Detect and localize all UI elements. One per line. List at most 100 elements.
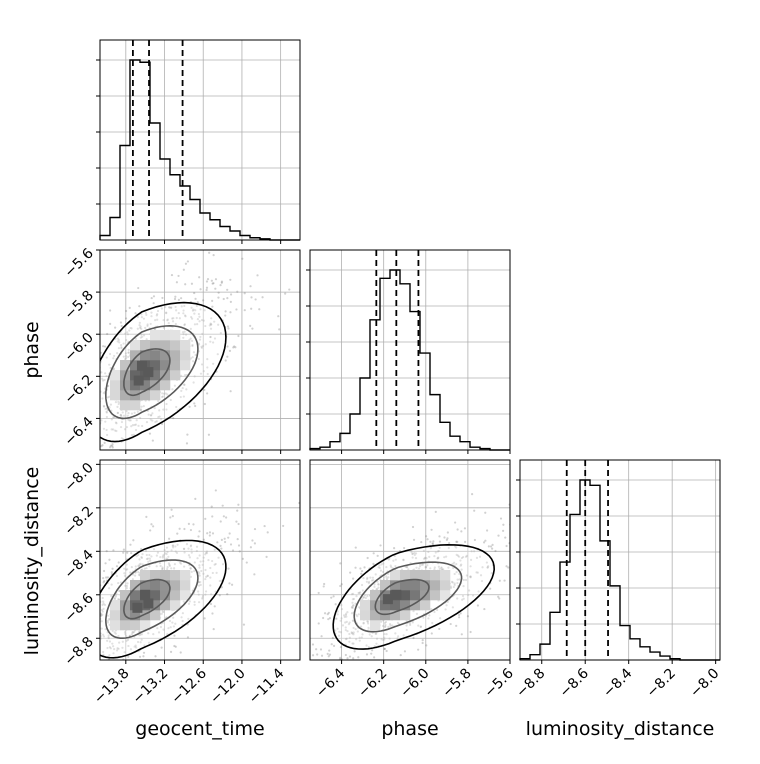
sample-point [323, 612, 327, 615]
sample-point [129, 648, 133, 651]
sample-point [131, 578, 134, 581]
sample-point [350, 606, 354, 609]
sample-point [498, 597, 501, 600]
x-tick-label: −5.8 [439, 666, 474, 701]
sample-point [150, 555, 153, 558]
sample-point [367, 669, 369, 671]
sample-point [60, 652, 62, 654]
sample-point [79, 634, 81, 636]
sample-point [66, 640, 68, 642]
sample-point [469, 576, 472, 579]
sample-point [201, 597, 204, 600]
density-peak-cell [140, 589, 151, 600]
sample-point [436, 550, 439, 553]
sample-point [138, 558, 141, 561]
sample-point [366, 620, 369, 623]
sample-point [83, 357, 85, 359]
sample-point [193, 323, 197, 326]
sample-point [172, 625, 175, 628]
density-peak-cell [391, 589, 402, 600]
sample-point [161, 395, 165, 398]
sample-point [414, 557, 418, 560]
sample-point [193, 375, 196, 378]
sample-point [536, 531, 538, 533]
sample-point [211, 571, 214, 575]
sample-point [422, 557, 426, 560]
sample-point [161, 567, 164, 570]
sample-point [124, 584, 127, 587]
sample-point [113, 597, 116, 600]
sample-point [145, 557, 148, 561]
sample-point [100, 637, 103, 640]
sample-point [95, 404, 97, 406]
sample-point [141, 464, 143, 466]
sample-point [243, 292, 246, 295]
sample-point [143, 567, 146, 570]
density-cell [420, 580, 431, 591]
sample-point [129, 419, 132, 422]
sample-point [249, 546, 253, 549]
sample-point [237, 544, 241, 547]
sample-point [162, 553, 165, 556]
sample-point [162, 610, 165, 614]
contour-line [123, 348, 171, 397]
sample-point [205, 552, 209, 555]
density-cell [110, 610, 121, 621]
sample-point [191, 344, 194, 348]
sample-point [108, 640, 112, 643]
sample-point [340, 617, 343, 620]
sample-point [181, 612, 184, 615]
sample-point [467, 593, 470, 597]
sample-point [130, 412, 134, 415]
sample-point [224, 359, 227, 362]
sample-point [170, 273, 174, 277]
sample-point [191, 356, 194, 359]
sample-point [161, 296, 164, 300]
sample-point [205, 280, 209, 283]
sample-point [438, 567, 441, 570]
sample-point [455, 571, 458, 574]
sample-point [226, 355, 229, 358]
sample-point [124, 317, 128, 320]
sample-point [117, 338, 120, 342]
sample-point [358, 606, 361, 609]
x-tick-label: −12.6 [168, 665, 210, 707]
density-cell [150, 610, 161, 621]
sample-point [204, 593, 207, 596]
density-cell [170, 370, 181, 381]
sample-point [123, 428, 127, 431]
sample-point [126, 414, 129, 417]
sample-point [106, 396, 109, 399]
sample-point [451, 606, 454, 609]
sample-point [360, 569, 364, 573]
sample-point [188, 556, 191, 559]
sample-point [175, 316, 178, 320]
sample-point [100, 614, 103, 617]
sample-point [106, 621, 110, 624]
sample-point [223, 540, 227, 544]
sample-point [117, 634, 120, 638]
density-cell [150, 350, 161, 361]
sample-point [370, 635, 373, 638]
sample-point [149, 414, 153, 417]
sample-point [342, 614, 346, 617]
sample-point [185, 542, 189, 546]
sample-point [174, 545, 177, 548]
sample-point [360, 583, 364, 587]
sample-point [417, 648, 420, 651]
sample-point [116, 411, 119, 414]
sample-point [117, 581, 120, 585]
sample-point [560, 500, 562, 502]
sample-point [189, 567, 192, 570]
joint-panel-geocent_time-phase [83, 249, 301, 466]
sample-point [352, 642, 355, 645]
sample-point [101, 444, 104, 447]
sample-point [405, 624, 408, 627]
sample-point [130, 433, 134, 437]
sample-point [209, 322, 212, 325]
sample-point [169, 516, 172, 519]
sample-point [152, 525, 155, 528]
sample-point [465, 574, 468, 577]
sample-point [517, 546, 519, 548]
sample-point [180, 389, 183, 392]
